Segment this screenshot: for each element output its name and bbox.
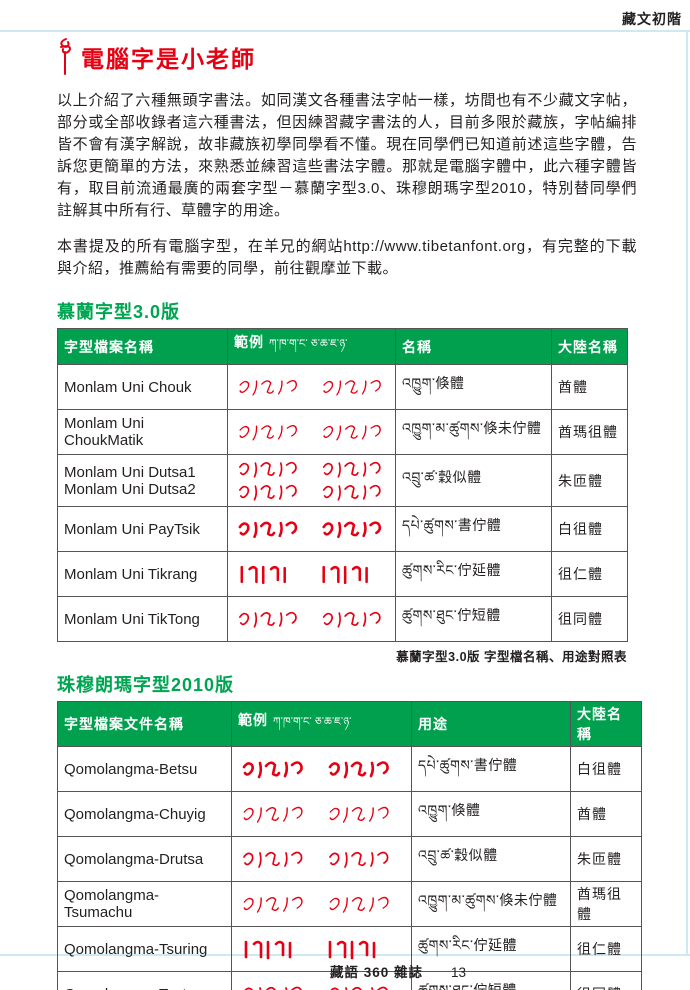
font-style-name: འཁྱུག་倏體 xyxy=(395,364,552,410)
qomolangma-font-table: 字型檔案文件名稱 範例 ཀ་ཁ་ག་ང་ ཅ་ཆ་ཇ་ཉ་ 用途 大陸名稱 Qo… xyxy=(57,701,642,990)
font-style-name: ཚུགས་རིང་佇延體 xyxy=(395,551,552,597)
col-header-mainland: 大陸名稱 xyxy=(570,701,642,747)
font-usage: དཔེ་ཚུགས་書佇體 xyxy=(411,746,571,792)
col-label: 大陸名稱 xyxy=(558,338,618,355)
mainland-name: 徂同體 xyxy=(551,596,628,642)
top-divider xyxy=(0,30,690,32)
page-header-label: 藏文初階 xyxy=(622,11,682,27)
table-caption: 慕蘭字型3.0版 字型檔名稱、用途對照表 xyxy=(396,650,627,664)
table-header-row: 字型檔案名稱 範例 ཀ་ཁ་ག་ང་ ཅ་ཆ་ཇ་ཉ་ 名稱 大陸名稱 xyxy=(57,328,628,365)
mainland-name: 徂仁體 xyxy=(570,926,642,972)
mainland-name: 酋體 xyxy=(570,791,642,837)
mainland-name: 白徂體 xyxy=(570,746,642,792)
col-label: 字型檔案文件名稱 xyxy=(64,716,184,732)
tibetan-sample-script xyxy=(227,506,396,552)
font-file-name: Qomolangma-Drutsa xyxy=(57,836,232,882)
col-label: 範例 xyxy=(234,334,264,350)
font-style-name: དཔེ་ཚུགས་書佇體 xyxy=(395,506,552,552)
font-file-name: Monlam Uni Chouk xyxy=(57,364,228,410)
mainland-name: 白徂體 xyxy=(551,506,628,552)
monlam-heading: 慕蘭字型3.0版 xyxy=(57,302,181,322)
font-usage: འཁྱུག་མ་ཚུགས་倏未佇體 xyxy=(411,881,571,927)
tibetan-sample-script xyxy=(227,409,396,455)
monlam-font-table: 字型檔案名稱 範例 ཀ་ཁ་ག་ང་ ཅ་ཆ་ཇ་ཉ་ 名稱 大陸名稱 Monl… xyxy=(57,328,628,642)
col-header-name: 名稱 xyxy=(395,328,552,365)
table-row: Qomolangma-Betsu དཔེ་ཚུགས་書佇體 白徂體 xyxy=(57,746,642,792)
mainland-name: 酋瑪徂體 xyxy=(551,409,628,455)
col-header-file-name: 字型檔案文件名稱 xyxy=(57,701,232,747)
mainland-name: 徂同體 xyxy=(570,971,642,990)
page-title: 電腦字是小老師 xyxy=(81,46,256,72)
tibetan-sample-script xyxy=(231,791,412,837)
mainland-name: 朱匝體 xyxy=(551,454,628,507)
section-title-computer-fonts: 電腦字是小老師 xyxy=(57,36,637,76)
font-file-name: Monlam Uni PayTsik xyxy=(57,506,228,552)
font-file-name-line1: Monlam Uni Dutsa1 xyxy=(64,463,196,481)
table-row: Monlam Uni Chouk འཁྱུག་倏體 酋體 xyxy=(57,364,628,410)
font-file-name: Monlam Uni TikTong xyxy=(57,596,228,642)
font-style-name: འཁྱུག་མ་ཚུགས་倏未佇體 xyxy=(395,409,552,455)
tibetan-sample-script xyxy=(227,454,396,507)
col-label: 字型檔案名稱 xyxy=(64,338,154,355)
monlam-section: 慕蘭字型3.0版 字型檔案名稱 範例 ཀ་ཁ་ག་ང་ ཅ་ཆ་ཇ་ཉ་ 名稱 … xyxy=(57,298,637,665)
magazine-title: 藏語 360 雜誌 xyxy=(330,965,424,980)
page-content: 電腦字是小老師 以上介紹了六種無頭字書法。如同漢文各種書法字帖一樣，坊間也有不少… xyxy=(57,36,642,990)
qomolangma-section: 珠穆朗瑪字型2010版 字型檔案文件名稱 範例 ཀ་ཁ་ག་ང་ ཅ་ཆ་ཇ་ཉ… xyxy=(57,671,642,990)
mainland-name: 酋瑪徂體 xyxy=(570,881,642,927)
table-row: Qomolangma-Tsuring ཚུགས་རིང་佇延體 徂仁體 xyxy=(57,926,642,972)
table-row: Monlam Uni ChoukMatik འཁྱུག་མ་ཚུགས་倏未佇體 … xyxy=(57,409,628,455)
font-file-name: Qomolangma-Betsu xyxy=(57,746,232,792)
table-row: Qomolangma-Chuyig འཁྱུག་倏體 酋體 xyxy=(57,791,642,837)
mainland-name: 朱匝體 xyxy=(570,836,642,882)
website-paragraph: 本書提及的所有電腦字型，在羊兄的網站http://www.tibetanfont… xyxy=(57,238,637,277)
col-label: 用途 xyxy=(418,716,448,732)
col-header-file-name: 字型檔案名稱 xyxy=(57,328,228,365)
tibetan-sample-script xyxy=(227,551,396,597)
col-header-usage: 用途 xyxy=(411,701,571,747)
tibetan-sample-script xyxy=(231,881,412,927)
table-row: Monlam Uni PayTsik དཔེ་ཚུགས་書佇體 白徂體 xyxy=(57,506,628,552)
col-header-sample: 範例 ཀ་ཁ་ག་ང་ ཅ་ཆ་ཇ་ཉ་ xyxy=(231,701,412,747)
tibetan-sample-script xyxy=(231,836,412,882)
table-header-row: 字型檔案文件名稱 範例 ཀ་ཁ་ག་ང་ ཅ་ཆ་ཇ་ཉ་ 用途 大陸名稱 xyxy=(57,701,642,747)
table-row: Qomolangma-Tsutong ཚུགས་ཐུང་佇短體 徂同體 xyxy=(57,971,642,990)
font-file-name: Qomolangma-Tsutong xyxy=(57,971,232,990)
mainland-name: 徂仁體 xyxy=(551,551,628,597)
mainland-name: 酋體 xyxy=(551,364,628,410)
tibetan-ornament-icon xyxy=(60,38,72,75)
font-file-name: Monlam Uni ChoukMatik xyxy=(57,409,228,455)
page-number: 13 xyxy=(451,965,467,980)
font-file-name: Monlam Uni Tikrang xyxy=(57,551,228,597)
font-file-name: Qomolangma-Chuyig xyxy=(57,791,232,837)
col-label: 名稱 xyxy=(402,338,432,355)
col-label: 範例 xyxy=(238,711,268,728)
col-header-mainland: 大陸名稱 xyxy=(551,328,628,365)
tibetan-alphabet-sample: ཀ་ཁ་ག་ང་ ཅ་ཆ་ཇ་ཉ་ xyxy=(272,715,352,728)
tibetan-sample-script xyxy=(227,596,396,642)
font-file-name: Qomolangma-Tsuring xyxy=(57,926,232,972)
table-row: Qomolangma-Tsumachu འཁྱུག་མ་ཚུགས་倏未佇體 酋瑪… xyxy=(57,881,642,927)
page-footer: 藏語 360 雜誌 13 xyxy=(330,961,466,981)
table-row: Qomolangma-Drutsa འབྲུ་ཚ་穀似體 朱匝體 xyxy=(57,836,642,882)
font-style-name: ཚུགས་ཐུང་佇短體 xyxy=(395,596,552,642)
tibetan-sample-script xyxy=(227,364,396,410)
table-row: Monlam Uni TikTong ཚུགས་ཐུང་佇短體 徂同體 xyxy=(57,596,628,642)
font-usage: འབྲུ་ཚ་穀似體 xyxy=(411,836,571,882)
col-header-sample: 範例 ཀ་ཁ་ག་ང་ ཅ་ཆ་ཇ་ཉ་ xyxy=(227,328,396,365)
font-file-name: Qomolangma-Tsumachu xyxy=(57,881,232,927)
tibetan-sample-script xyxy=(231,746,412,792)
font-file-name-line2: Monlam Uni Dutsa2 xyxy=(64,480,196,498)
right-margin-rule xyxy=(686,30,688,956)
table-row: Monlam Uni Tikrang ཚུགས་རིང་佇延體 徂仁體 xyxy=(57,551,628,597)
qomolangma-heading: 珠穆朗瑪字型2010版 xyxy=(57,675,235,695)
table-row: Monlam Uni Dutsa1 Monlam Uni Dutsa2 འབྲུ… xyxy=(57,454,628,507)
tibetan-sample-script xyxy=(231,926,412,972)
font-usage: འཁྱུག་倏體 xyxy=(411,791,571,837)
font-file-name: Monlam Uni Dutsa1 Monlam Uni Dutsa2 xyxy=(57,454,228,507)
intro-paragraph: 以上介紹了六種無頭字書法。如同漢文各種書法字帖一樣，坊間也有不少藏文字帖，部分或… xyxy=(57,92,637,219)
tibetan-alphabet-sample: ཀ་ཁ་ག་ང་ ཅ་ཆ་ཇ་ཉ་ xyxy=(268,338,348,350)
font-style-name: འབྲུ་ཚ་穀似體 xyxy=(395,454,552,507)
col-label: 大陸名稱 xyxy=(577,706,622,742)
